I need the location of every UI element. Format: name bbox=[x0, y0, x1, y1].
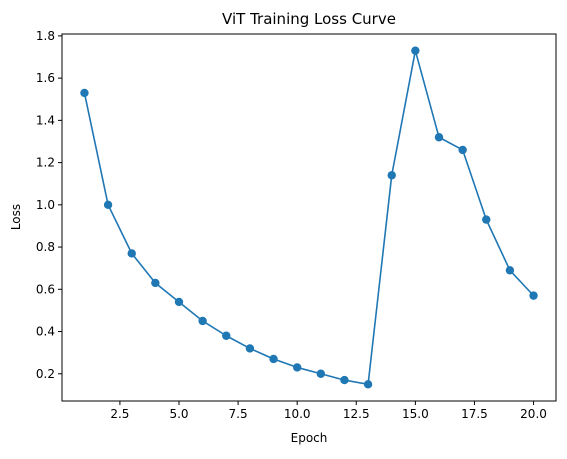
data-point bbox=[151, 278, 160, 288]
x-tick-label: 7.5 bbox=[229, 407, 248, 421]
data-point bbox=[103, 200, 113, 210]
data-point bbox=[529, 291, 538, 300]
x-tick-label: 5.0 bbox=[169, 407, 188, 421]
data-point bbox=[458, 145, 467, 155]
data-point bbox=[340, 375, 349, 385]
y-tick-label: 0.4 bbox=[36, 325, 55, 339]
data-point bbox=[505, 266, 515, 275]
y-axis-label: Loss bbox=[9, 204, 23, 230]
chart-title: ViT Training Loss Curve bbox=[222, 10, 396, 28]
data-point bbox=[174, 297, 184, 307]
series-layer bbox=[80, 46, 538, 389]
data-point bbox=[269, 354, 278, 364]
data-point bbox=[292, 363, 302, 372]
data-point bbox=[222, 331, 231, 340]
x-tick-label: 12.5 bbox=[343, 407, 370, 421]
y-tick-label: 1.6 bbox=[36, 71, 55, 85]
y-tick-label: 0.6 bbox=[36, 282, 55, 296]
x-axis-label: Epoch bbox=[291, 431, 328, 445]
x-tick-label: 20.0 bbox=[520, 407, 547, 421]
plot-frame bbox=[61, 33, 557, 402]
y-tick-label: 1.4 bbox=[36, 113, 55, 127]
y-tick-label: 1.2 bbox=[36, 156, 55, 170]
y-axis-ticks: 0.2 0.4 0.6 0.8 1.0 1.2 1.4 1.6 1.8 bbox=[36, 29, 62, 381]
data-point bbox=[316, 369, 326, 378]
x-axis-ticks: 2.5 5.0 7.5 10.0 12.5 15.0 17.5 20.0 bbox=[110, 401, 547, 421]
y-tick-label: 0.2 bbox=[36, 367, 55, 381]
data-point bbox=[198, 316, 207, 326]
data-point bbox=[387, 171, 396, 180]
data-point bbox=[363, 380, 373, 389]
y-tick-label: 1.0 bbox=[36, 198, 55, 212]
data-point bbox=[80, 88, 89, 98]
series-line bbox=[83, 49, 535, 386]
data-point bbox=[434, 133, 444, 142]
x-tick-label: 15.0 bbox=[402, 407, 429, 421]
x-tick-label: 17.5 bbox=[461, 407, 488, 421]
data-point bbox=[127, 249, 136, 258]
data-point bbox=[411, 46, 420, 55]
y-tick-label: 1.8 bbox=[36, 29, 55, 43]
y-tick-label: 0.8 bbox=[36, 240, 55, 254]
data-point bbox=[245, 344, 255, 353]
x-tick-label: 10.0 bbox=[284, 407, 311, 421]
data-point bbox=[482, 215, 491, 224]
x-tick-label: 2.5 bbox=[110, 407, 129, 421]
